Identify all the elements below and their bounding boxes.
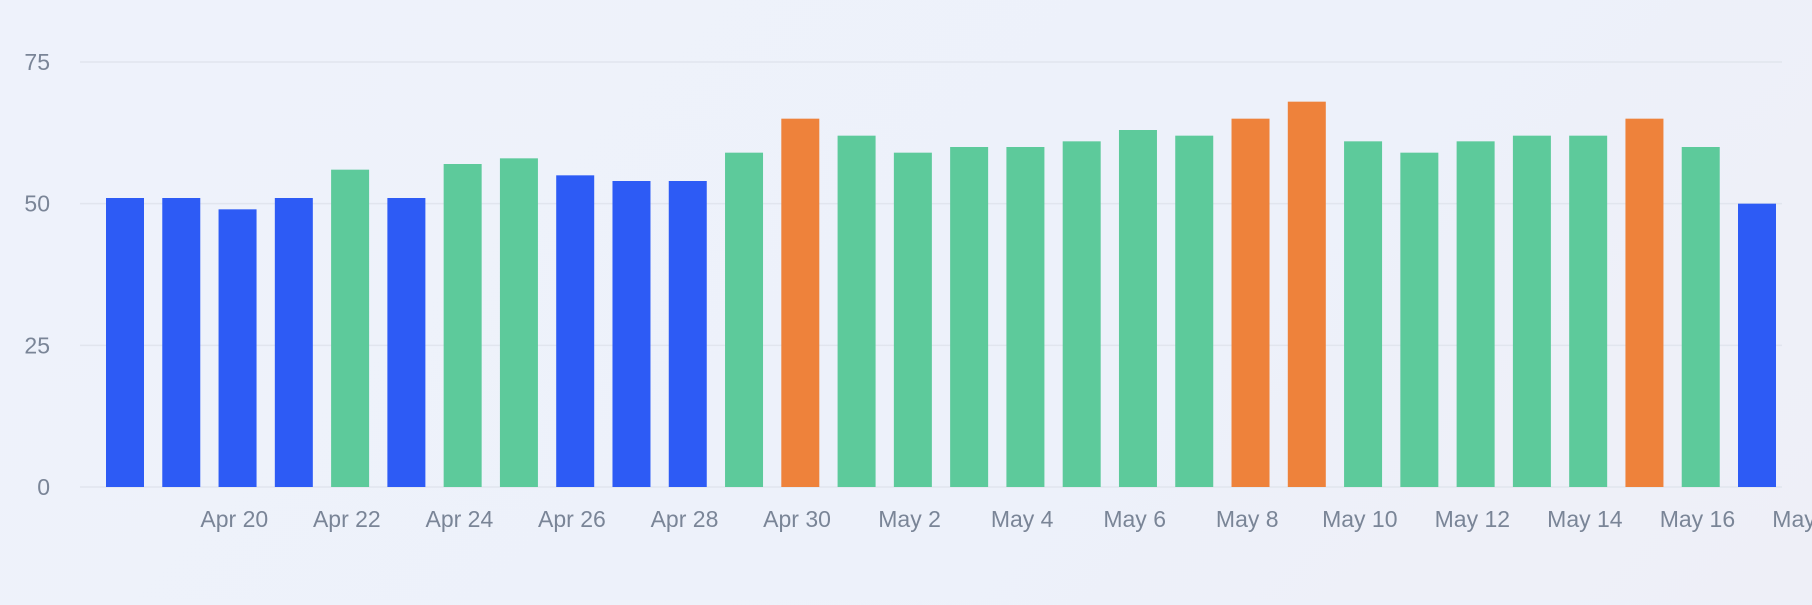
x-tick-label: May 8: [1216, 506, 1279, 532]
bar[interactable]: [387, 198, 426, 487]
bar[interactable]: [1400, 152, 1439, 487]
y-tick-label: 75: [24, 49, 50, 75]
bar[interactable]: [668, 181, 707, 487]
x-tick-label: May 10: [1322, 506, 1397, 532]
bar[interactable]: [274, 198, 313, 487]
bar[interactable]: [106, 198, 144, 487]
x-tick-label: Apr 28: [651, 506, 719, 532]
x-tick-label: Apr 20: [200, 506, 268, 532]
bar[interactable]: [556, 175, 595, 488]
bar[interactable]: [1625, 118, 1664, 488]
x-tick-label: Apr 24: [425, 506, 493, 532]
x-tick-label: May 2: [878, 506, 941, 532]
bar[interactable]: [1287, 101, 1326, 488]
x-tick-label: May 6: [1103, 506, 1166, 532]
y-tick-label: 0: [37, 474, 50, 500]
bar[interactable]: [499, 158, 538, 488]
bar[interactable]: [443, 164, 482, 487]
bar[interactable]: [218, 209, 257, 488]
bar[interactable]: [1062, 141, 1101, 488]
x-axis: Apr 20 Apr 22 Apr 24 Apr 26 Apr 28 Apr 30 May …: [200, 506, 1812, 532]
bar[interactable]: [1118, 130, 1157, 487]
bar[interactable]: [950, 147, 989, 487]
bar[interactable]: [781, 118, 820, 488]
bar[interactable]: [1569, 135, 1608, 487]
bars-layer: [106, 101, 1776, 488]
bar[interactable]: [1344, 141, 1383, 488]
x-tick-label: May 16: [1660, 506, 1735, 532]
y-tick-label: 25: [24, 332, 50, 358]
bar[interactable]: [1681, 147, 1720, 487]
bar[interactable]: [1738, 203, 1776, 487]
y-tick-label: 50: [24, 191, 50, 217]
bar[interactable]: [612, 181, 651, 487]
bar[interactable]: [331, 169, 370, 487]
x-tick-label: May 18: [1772, 506, 1812, 532]
x-tick-label: May 14: [1547, 506, 1623, 532]
x-tick-label: Apr 22: [313, 506, 381, 532]
bar[interactable]: [837, 135, 876, 487]
bar[interactable]: [1456, 141, 1495, 488]
x-tick-label: May 4: [991, 506, 1054, 532]
x-tick-label: May 12: [1435, 506, 1510, 532]
x-tick-label: Apr 30: [763, 506, 831, 532]
bar[interactable]: [1512, 135, 1551, 487]
bar[interactable]: [162, 198, 201, 487]
y-axis: 0 25 50 75: [24, 49, 50, 500]
bar[interactable]: [893, 152, 932, 487]
bar[interactable]: [725, 152, 764, 487]
bar[interactable]: [1231, 118, 1270, 488]
bar[interactable]: [1006, 147, 1045, 487]
bar[interactable]: [1175, 135, 1214, 487]
x-tick-label: Apr 26: [538, 506, 606, 532]
